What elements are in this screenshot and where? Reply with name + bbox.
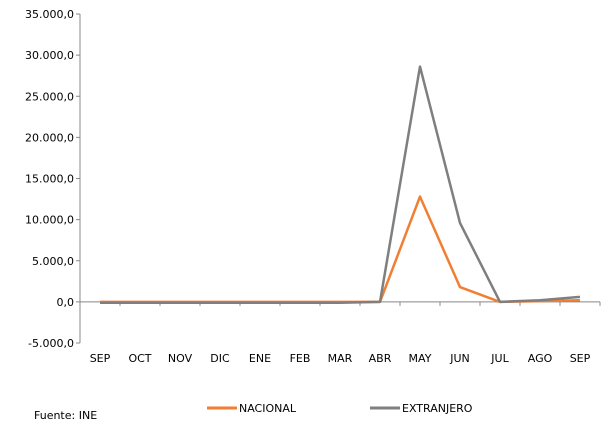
series-line-nacional — [100, 195, 581, 304]
y-tick-label: 15.000,0 — [25, 173, 74, 186]
y-tick-label: -5.000,0 — [28, 337, 74, 350]
y-axis: -5.000,0 0,0 5.000,0 10.000,0 15.000,0 20.000… — [25, 8, 81, 350]
y-tick-label: 30.000,0 — [25, 49, 74, 62]
x-tick-label: NOV — [168, 352, 193, 365]
x-tick-label: JUN — [449, 352, 470, 365]
y-tick-label: 10.000,0 — [25, 214, 74, 227]
x-tick-label: OCT — [128, 352, 151, 365]
x-tick-label: FEB — [290, 352, 311, 365]
legend-label-nacional: NACIONAL — [239, 402, 297, 415]
x-tick-label: SEP — [570, 352, 591, 365]
x-tick-label: MAR — [328, 352, 353, 365]
series-line-extranjero — [100, 65, 581, 304]
x-tick-label: MAY — [409, 352, 432, 365]
y-tick-label: 25.000,0 — [25, 90, 74, 103]
legend-label-extranjero: EXTRANJERO — [402, 402, 473, 415]
x-tick-label: ENE — [249, 352, 271, 365]
y-tick-label: 0,0 — [57, 296, 75, 309]
x-tick-label: SEP — [90, 352, 111, 365]
x-tick-label: DIC — [210, 352, 230, 365]
y-tick-label: 35.000,0 — [25, 8, 74, 21]
x-axis: SEP OCT NOV DIC ENE FEB MAR ABR MAY JUN JUL AGO SEP — [79, 301, 601, 365]
x-tick-label: ABR — [369, 352, 392, 365]
y-tick-label: 5.000,0 — [32, 255, 74, 268]
series-layer — [100, 65, 581, 304]
legend: NACIONAL EXTRANJERO — [207, 402, 473, 415]
x-tick-label: AGO — [528, 352, 553, 365]
y-tick-label: 20.000,0 — [25, 131, 74, 144]
x-tick-label: JUL — [490, 352, 509, 365]
source-note: Fuente: INE — [34, 409, 98, 422]
